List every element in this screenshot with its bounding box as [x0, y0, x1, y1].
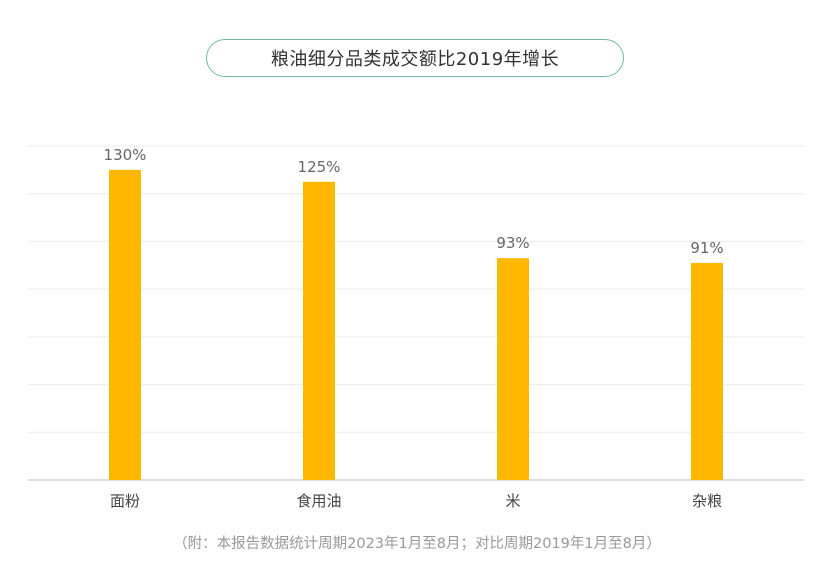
bar-3	[497, 258, 529, 480]
chart-title: 粮油细分品类成交额比2019年增长	[206, 39, 624, 77]
bar-1	[109, 169, 141, 480]
data-label-1: 130%	[104, 146, 147, 164]
x-tick-label-4: 杂粮	[692, 492, 722, 510]
x-tick-label-1: 面粉	[110, 492, 140, 510]
bar-4	[691, 262, 723, 480]
x-tick-label-2: 食用油	[296, 492, 341, 510]
chart-footnote: （附：本报告数据统计周期2023年1月至8月；对比周期2019年1月至8月）	[173, 536, 661, 552]
data-label-2: 125%	[298, 158, 341, 176]
bar-chart: 130% 面粉 125% 食用油 93% 米 91% 杂粮	[28, 145, 804, 510]
data-label-4: 91%	[690, 239, 723, 257]
bar-2	[303, 181, 335, 481]
x-tick-label-3: 米	[505, 492, 520, 510]
data-label-3: 93%	[496, 234, 529, 252]
